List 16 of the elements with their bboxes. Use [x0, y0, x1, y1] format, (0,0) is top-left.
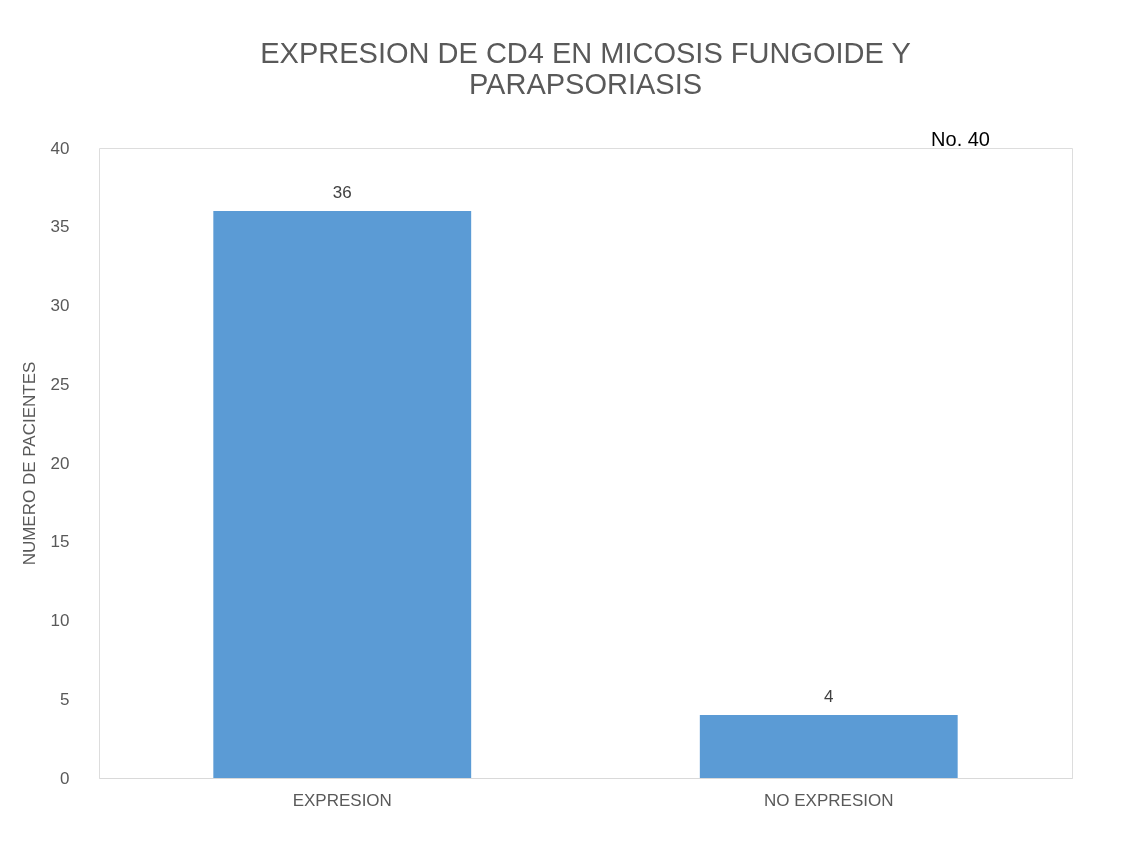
- data-label: 36: [332, 183, 352, 202]
- y-tick-label: 20: [50, 453, 70, 473]
- y-tick-label: 25: [50, 374, 70, 394]
- annotation: No. 40: [931, 128, 990, 150]
- y-tick-label: 35: [50, 217, 70, 237]
- data-label: 4: [824, 687, 834, 706]
- y-tick-label: 30: [50, 296, 70, 315]
- y-tick-label: 0: [60, 768, 70, 788]
- y-tick-label: 5: [60, 689, 70, 709]
- x-tick-label: EXPRESION: [292, 790, 392, 810]
- y-tick-label: 15: [50, 532, 70, 552]
- y-tick-label: 40: [50, 138, 70, 158]
- x-tick-label: NO EXPRESION: [764, 790, 894, 810]
- chart-title: EXPRESION DE CD4 EN MICOSIS FUNGOIDE Y PARAPSORIASIS: [260, 37, 911, 100]
- y-tick-label: 10: [50, 611, 70, 630]
- y-axis-title: NUMERO DE PACIENTES: [19, 361, 39, 566]
